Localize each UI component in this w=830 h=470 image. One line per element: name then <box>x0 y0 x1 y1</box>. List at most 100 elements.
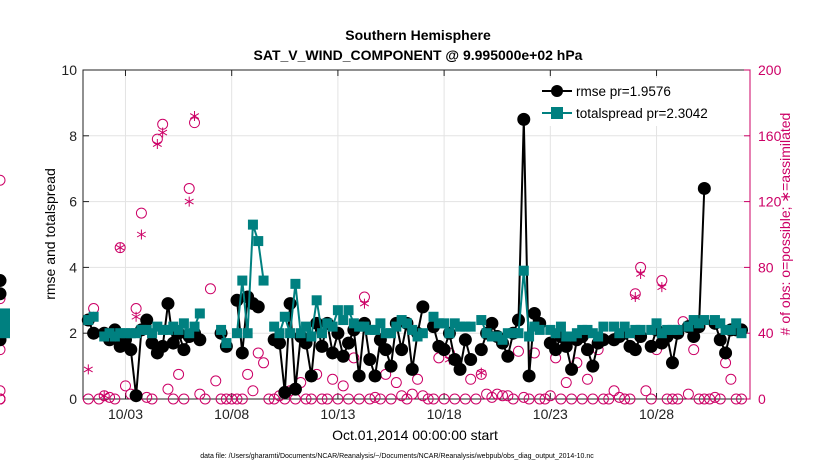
rmse-point <box>166 336 180 350</box>
obs-assimilated-point <box>136 229 146 240</box>
totalspread-point <box>178 318 189 329</box>
obs-possible-point <box>215 393 227 405</box>
rmse-point <box>527 306 541 320</box>
totalspread-point <box>476 315 487 326</box>
x-tick-label: 10/13 <box>320 406 355 422</box>
totalspread-point <box>577 324 588 335</box>
obs-possible-point <box>581 373 593 385</box>
obs-possible-point <box>353 393 365 405</box>
obs-assimilated-point <box>99 390 109 401</box>
rmse-point <box>458 333 472 347</box>
rmse-point <box>644 339 658 353</box>
rmse-point <box>288 382 302 396</box>
rmse-point <box>559 339 573 353</box>
data-file-footnote: data file: /Users/gharamti/Documents/NCA… <box>200 453 594 460</box>
obs-possible-point <box>412 373 424 385</box>
totalspread-point <box>699 315 710 326</box>
totalspread-point <box>168 321 179 332</box>
totalspread-point <box>99 331 110 342</box>
totalspread-point <box>152 321 163 332</box>
totalspread-point <box>120 328 131 339</box>
obs-possible-point <box>332 393 344 405</box>
rmse-point <box>416 300 430 314</box>
y-right-tick-label: 120 <box>758 194 782 210</box>
x-tick-label: 10/23 <box>533 406 568 422</box>
obs-possible-point <box>566 393 578 405</box>
rmse-point <box>156 339 170 353</box>
chart-title: Southern Hemisphere <box>345 27 491 43</box>
obs-possible-point <box>576 393 588 405</box>
totalspread-point <box>725 324 736 335</box>
rmse-point <box>448 353 462 367</box>
totalspread-point <box>295 328 306 339</box>
totalspread-point <box>497 334 508 345</box>
obs-possible-point <box>327 373 339 385</box>
totalspread-point <box>232 328 243 339</box>
rmse-point <box>368 369 382 383</box>
totalspread-point <box>279 311 290 322</box>
y-left-tick-label: 4 <box>69 259 77 275</box>
totalspread-point <box>465 321 476 332</box>
rmse-point <box>272 336 286 350</box>
obs-possible-point <box>204 283 216 295</box>
totalspread-point <box>662 324 673 335</box>
y-axis-right-label: # of obs: o=possible; ∗=assimilated <box>777 113 793 336</box>
totalspread-point <box>216 324 227 335</box>
obs-possible-point <box>199 393 211 405</box>
totalspread-point <box>338 315 349 326</box>
totalspread-point <box>274 328 285 339</box>
obs-possible-point <box>369 391 381 403</box>
obs-possible-point <box>337 380 349 392</box>
totalspread-point <box>720 324 731 335</box>
obs-possible-point <box>406 388 418 400</box>
obs-assimilated-point <box>630 292 640 303</box>
obs-possible-point <box>507 393 519 405</box>
obs-possible-point <box>417 390 429 402</box>
totalspread-point <box>131 328 142 339</box>
totalspread-point <box>646 324 657 335</box>
obs-assimilated-point <box>83 364 93 375</box>
totalspread-point <box>508 328 519 339</box>
totalspread-point <box>598 321 609 332</box>
rmse-point <box>193 333 207 347</box>
obs-possible-point <box>534 393 546 405</box>
obs-possible-point <box>736 393 748 405</box>
obs-assimilated-point <box>115 242 125 253</box>
totalspread-point <box>502 328 513 339</box>
totalspread-point <box>301 321 312 332</box>
obs-assimilated-point <box>152 139 162 150</box>
totalspread-point <box>88 311 99 322</box>
totalspread-point <box>524 331 535 342</box>
obs-possible-point <box>178 393 190 405</box>
totalspread-point <box>322 318 333 329</box>
totalspread-point <box>109 331 120 342</box>
totalspread-point <box>619 321 630 332</box>
y-left-tick-label: 8 <box>69 128 77 144</box>
totalspread-point <box>587 328 598 339</box>
rmse-point <box>437 343 451 357</box>
rmse-point <box>464 353 478 367</box>
obs-assimilated-point <box>359 298 370 309</box>
rmse-point <box>580 343 594 357</box>
obs-possible-point <box>263 393 275 405</box>
totalspread-point <box>672 324 683 335</box>
series-layer <box>0 111 749 405</box>
obs-possible-point <box>305 393 317 405</box>
obs-possible-point <box>242 368 254 380</box>
obs-possible-point <box>449 393 461 405</box>
legend-spread-marker <box>551 107 563 119</box>
y-axis-right: 0 40 80 120 160 200 <box>744 62 782 407</box>
y-right-tick-label: 40 <box>758 325 774 341</box>
obs-possible-point <box>226 393 238 405</box>
totalspread-point <box>83 315 94 326</box>
obs-possible-point <box>210 375 222 387</box>
totalspread-point <box>194 308 205 319</box>
x-axis: 10/03 10/08 10/13 10/18 10/23 10/28 <box>108 70 674 422</box>
obs-possible-point <box>385 393 397 405</box>
obs-possible-point <box>321 393 333 405</box>
totalspread-point <box>731 318 742 329</box>
totalspread-point <box>258 275 269 286</box>
totalspread-point <box>0 308 10 319</box>
obs-possible-point <box>518 391 530 403</box>
totalspread-point <box>354 321 365 332</box>
